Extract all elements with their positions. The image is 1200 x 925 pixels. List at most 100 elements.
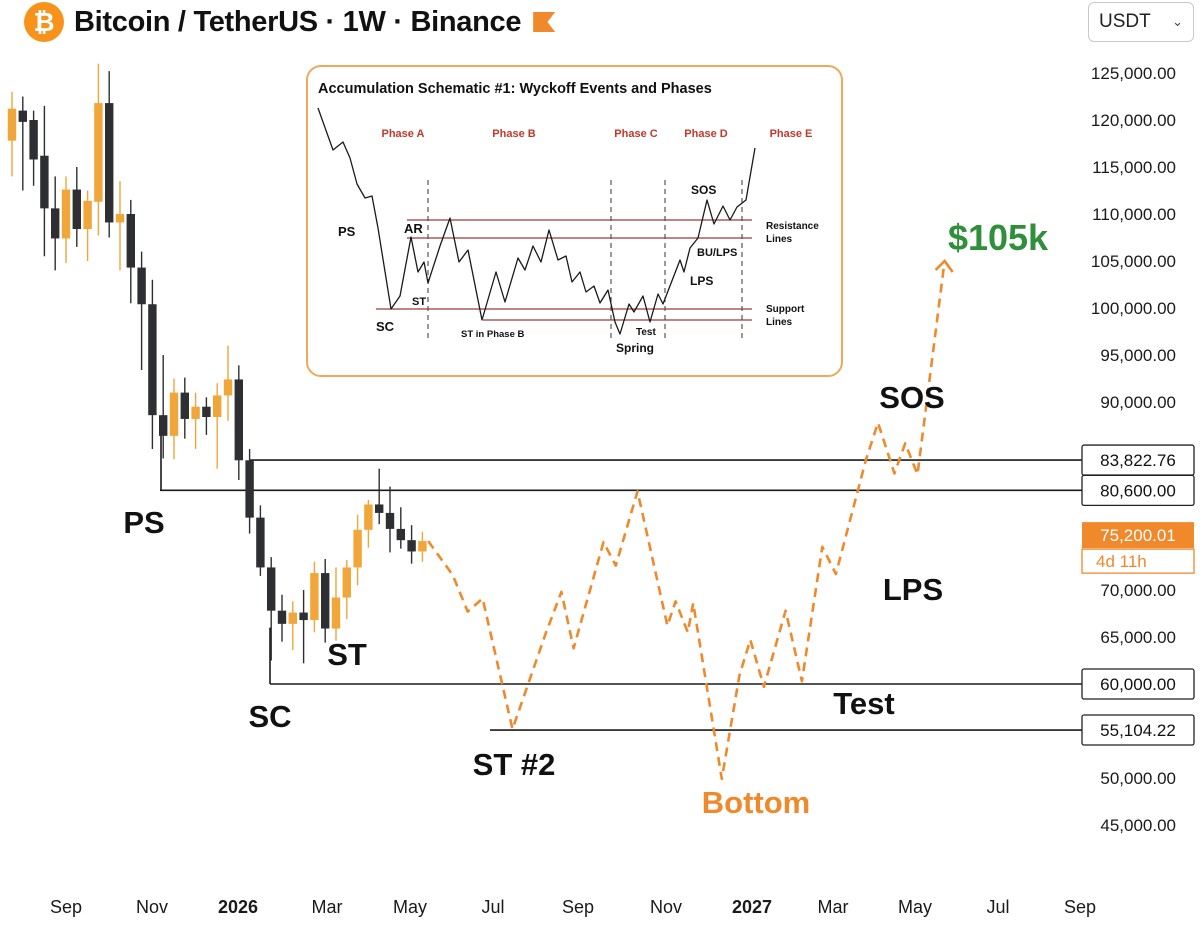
x-tick-label: Mar: [818, 897, 849, 917]
candle[interactable]: [245, 449, 254, 534]
y-tick-label: 120,000.00: [1091, 111, 1176, 130]
resistance-label-2: Lines: [766, 234, 793, 245]
y-tick-label: 125,000.00: [1091, 64, 1176, 83]
phase-label: Phase E: [770, 128, 813, 140]
support-label: Support: [766, 304, 805, 315]
candle[interactable]: [385, 486, 395, 553]
inset-event-sos: SOS: [691, 183, 716, 197]
candle[interactable]: [126, 199, 135, 304]
candle[interactable]: [148, 279, 157, 449]
candle[interactable]: [51, 176, 60, 271]
candle[interactable]: [137, 251, 146, 371]
x-tick-label: May: [393, 897, 427, 917]
candle[interactable]: [234, 365, 243, 481]
bitcoin-icon: ₿: [24, 2, 64, 42]
y-tick-label: 90,000.00: [1100, 393, 1176, 412]
x-tick-label: Jul: [986, 897, 1009, 917]
inset-event-ar: AR: [404, 221, 423, 236]
phase-label: Phase B: [492, 128, 535, 140]
chevron-down-icon: ⌄: [1172, 14, 1183, 29]
support-label-2: Lines: [766, 317, 793, 328]
level-price-tag: 80,600.00: [1081, 474, 1195, 507]
level-price-label: 60,000.00: [1100, 675, 1176, 694]
candle[interactable]: [169, 378, 179, 460]
candle[interactable]: [267, 557, 276, 661]
candle[interactable]: [310, 561, 319, 633]
candle[interactable]: [83, 190, 92, 262]
candle[interactable]: [191, 392, 200, 449]
x-tick-label: Nov: [650, 897, 682, 917]
annotation-lps: LPS: [883, 572, 943, 607]
wyckoff-schematic-inset: Accumulation Schematic #1: Wyckoff Event…: [306, 65, 843, 377]
candle[interactable]: [364, 499, 373, 548]
annotation-st2: ST #2: [473, 747, 556, 782]
candle[interactable]: [18, 96, 27, 191]
y-tick-label: 65,000.00: [1100, 628, 1176, 647]
annotation-st: ST: [327, 637, 367, 672]
inset-event-sc: SC: [376, 319, 395, 334]
inset-event-lps: LPS: [690, 274, 713, 288]
annotation-sc: SC: [248, 699, 291, 734]
candle[interactable]: [396, 507, 405, 549]
level-price-tag: 83,822.76: [1081, 444, 1195, 476]
x-tick-label: Sep: [562, 897, 594, 917]
candle[interactable]: [40, 105, 49, 257]
candle[interactable]: [418, 531, 427, 562]
projection-path: [427, 260, 946, 781]
y-tick-label: 70,000.00: [1100, 581, 1176, 600]
annotation-test: Test: [833, 686, 894, 721]
candle[interactable]: [105, 71, 114, 238]
candle[interactable]: [277, 594, 287, 642]
x-tick-label: Sep: [50, 897, 82, 917]
y-tick-label: 45,000.00: [1100, 816, 1176, 835]
candle[interactable]: [61, 176, 71, 263]
level-price-label: 55,104.22: [1100, 721, 1176, 740]
candle[interactable]: [223, 345, 233, 421]
x-tick-label: 2027: [732, 897, 772, 917]
candle[interactable]: [256, 505, 265, 576]
candle[interactable]: [353, 514, 362, 586]
candle[interactable]: [299, 590, 308, 664]
candle[interactable]: [331, 567, 341, 641]
chart-header: ₿ Bitcoin / TetherUS · 1W · Binance: [24, 2, 556, 42]
y-tick-label: 100,000.00: [1091, 299, 1176, 318]
candle[interactable]: [7, 91, 17, 177]
inset-event-st: ST: [412, 296, 426, 308]
x-tick-label: 2026: [218, 897, 258, 917]
candle[interactable]: [202, 397, 211, 435]
candle[interactable]: [29, 110, 38, 186]
candle[interactable]: [375, 468, 384, 525]
y-tick-label: 110,000.00: [1092, 205, 1176, 224]
y-tick-label: 105,000.00: [1091, 252, 1176, 271]
candle[interactable]: [159, 355, 168, 459]
candle[interactable]: [213, 383, 222, 469]
level-price-tag: 60,000.00: [1081, 668, 1195, 700]
current-price-tag: 75,200.01: [1082, 522, 1194, 549]
level-price-label: 83,822.76: [1100, 451, 1176, 470]
x-tick-label: May: [898, 897, 932, 917]
y-tick-label: 50,000.00: [1100, 769, 1176, 788]
candle[interactable]: [72, 167, 81, 247]
currency-selector[interactable]: USDT ⌄: [1088, 2, 1194, 42]
y-tick-label: 95,000.00: [1100, 346, 1176, 365]
candle[interactable]: [321, 558, 330, 643]
annotation-sos: SOS: [879, 380, 944, 415]
candle[interactable]: [94, 63, 103, 236]
level-price-label: 80,600.00: [1100, 481, 1176, 500]
annotation-ps: PS: [123, 505, 164, 540]
phase-label: Phase C: [614, 128, 657, 140]
y-tick-label: 115,000.00: [1092, 158, 1176, 177]
candle[interactable]: [288, 601, 297, 651]
candle[interactable]: [407, 525, 416, 564]
resistance-label: Resistance: [766, 221, 819, 232]
symbol-title[interactable]: Bitcoin / TetherUS · 1W · Binance: [74, 5, 522, 38]
inset-event-test: Test: [636, 327, 656, 338]
phase-label: Phase A: [381, 128, 424, 140]
currency-label: USDT: [1099, 11, 1151, 32]
candle[interactable]: [180, 377, 189, 439]
candle[interactable]: [115, 181, 125, 271]
projection-arrowhead: [934, 259, 954, 273]
candle[interactable]: [342, 559, 351, 620]
exchange-flag-icon: [533, 12, 556, 32]
